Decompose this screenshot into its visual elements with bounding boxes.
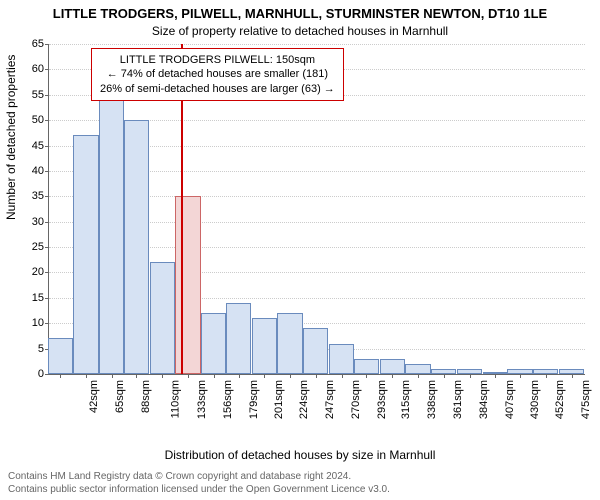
ytick-label: 55: [14, 89, 44, 101]
xtick-mark: [162, 374, 163, 378]
annotation-line-3: 26% of semi-detached houses are larger (…: [100, 82, 335, 96]
histogram-bar: [124, 120, 149, 374]
xtick-label: 88sqm: [140, 380, 152, 413]
xtick-label: 407sqm: [504, 380, 516, 419]
histogram-bar: [73, 135, 98, 374]
xtick-mark: [520, 374, 521, 378]
gridline: [49, 44, 585, 45]
xtick-mark: [60, 374, 61, 378]
ytick-label: 25: [14, 241, 44, 253]
ytick-mark: [45, 171, 49, 172]
histogram-bar: [226, 303, 251, 374]
ytick-label: 40: [14, 165, 44, 177]
ytick-mark: [45, 374, 49, 375]
xtick-mark: [136, 374, 137, 378]
ytick-mark: [45, 222, 49, 223]
plot-area: LITTLE TRODGERS PILWELL: 150sqm← 74% of …: [48, 44, 585, 375]
footer-line-2: Contains public sector information licen…: [8, 484, 390, 497]
xtick-label: 201sqm: [273, 380, 285, 419]
ytick-label: 30: [14, 216, 44, 228]
xtick-label: 315sqm: [400, 380, 412, 419]
xtick-mark: [392, 374, 393, 378]
ytick-label: 0: [14, 368, 44, 380]
xtick-mark: [316, 374, 317, 378]
histogram-bar: [380, 359, 405, 374]
xtick-label: 293sqm: [376, 380, 388, 419]
xtick-label: 156sqm: [222, 380, 234, 419]
xtick-mark: [546, 374, 547, 378]
footer-attribution: Contains HM Land Registry data © Crown c…: [8, 471, 390, 496]
xtick-mark: [470, 374, 471, 378]
ytick-label: 15: [14, 292, 44, 304]
histogram-bar: [150, 262, 175, 374]
ytick-label: 5: [14, 343, 44, 355]
ytick-label: 45: [14, 140, 44, 152]
ytick-mark: [45, 146, 49, 147]
chart-container: LITTLE TRODGERS, PILWELL, MARNHULL, STUR…: [0, 0, 600, 500]
xtick-label: 65sqm: [114, 380, 126, 413]
xtick-mark: [86, 374, 87, 378]
ytick-mark: [45, 69, 49, 70]
histogram-bar: [201, 313, 226, 374]
xtick-label: 270sqm: [350, 380, 362, 419]
xtick-mark: [572, 374, 573, 378]
xtick-mark: [495, 374, 496, 378]
xtick-mark: [418, 374, 419, 378]
xtick-mark: [239, 374, 240, 378]
histogram-bar: [252, 318, 277, 374]
ytick-mark: [45, 95, 49, 96]
histogram-bar: [277, 313, 302, 374]
histogram-bar: [48, 338, 73, 374]
xtick-label: 42sqm: [88, 380, 100, 413]
histogram-bar: [354, 359, 379, 374]
xtick-mark: [290, 374, 291, 378]
xtick-mark: [214, 374, 215, 378]
xtick-label: 384sqm: [478, 380, 490, 419]
xtick-label: 179sqm: [248, 380, 260, 419]
xtick-label: 110sqm: [170, 380, 182, 418]
xtick-label: 247sqm: [324, 380, 336, 419]
ytick-label: 35: [14, 190, 44, 202]
xtick-label: 224sqm: [298, 380, 310, 419]
xtick-mark: [342, 374, 343, 378]
footer-line-1: Contains HM Land Registry data © Crown c…: [8, 471, 390, 484]
ytick-label: 20: [14, 266, 44, 278]
xtick-label: 452sqm: [554, 380, 566, 419]
ytick-mark: [45, 272, 49, 273]
ytick-mark: [45, 247, 49, 248]
xtick-label: 133sqm: [196, 380, 208, 419]
ytick-mark: [45, 298, 49, 299]
histogram-bar-highlight: [175, 196, 200, 374]
annotation-line-2: ← 74% of detached houses are smaller (18…: [100, 67, 335, 81]
ytick-label: 65: [14, 38, 44, 50]
annotation-line-1: LITTLE TRODGERS PILWELL: 150sqm: [100, 53, 335, 67]
x-axis-label: Distribution of detached houses by size …: [0, 448, 600, 462]
xtick-mark: [366, 374, 367, 378]
xtick-label: 338sqm: [426, 380, 438, 419]
histogram-bar: [99, 95, 124, 374]
xtick-mark: [112, 374, 113, 378]
xtick-label: 475sqm: [580, 380, 592, 419]
ytick-mark: [45, 44, 49, 45]
histogram-bar: [405, 364, 430, 374]
histogram-bar: [329, 344, 354, 374]
xtick-mark: [264, 374, 265, 378]
annotation-box: LITTLE TRODGERS PILWELL: 150sqm← 74% of …: [91, 48, 344, 101]
xtick-mark: [444, 374, 445, 378]
ytick-mark: [45, 323, 49, 324]
chart-title-main: LITTLE TRODGERS, PILWELL, MARNHULL, STUR…: [0, 6, 600, 21]
ytick-label: 60: [14, 63, 44, 75]
xtick-label: 361sqm: [452, 380, 464, 419]
ytick-mark: [45, 196, 49, 197]
xtick-label: 430sqm: [529, 380, 541, 419]
xtick-mark: [188, 374, 189, 378]
chart-title-sub: Size of property relative to detached ho…: [0, 24, 600, 38]
ytick-mark: [45, 120, 49, 121]
histogram-bar: [303, 328, 328, 374]
ytick-label: 10: [14, 317, 44, 329]
ytick-label: 50: [14, 114, 44, 126]
